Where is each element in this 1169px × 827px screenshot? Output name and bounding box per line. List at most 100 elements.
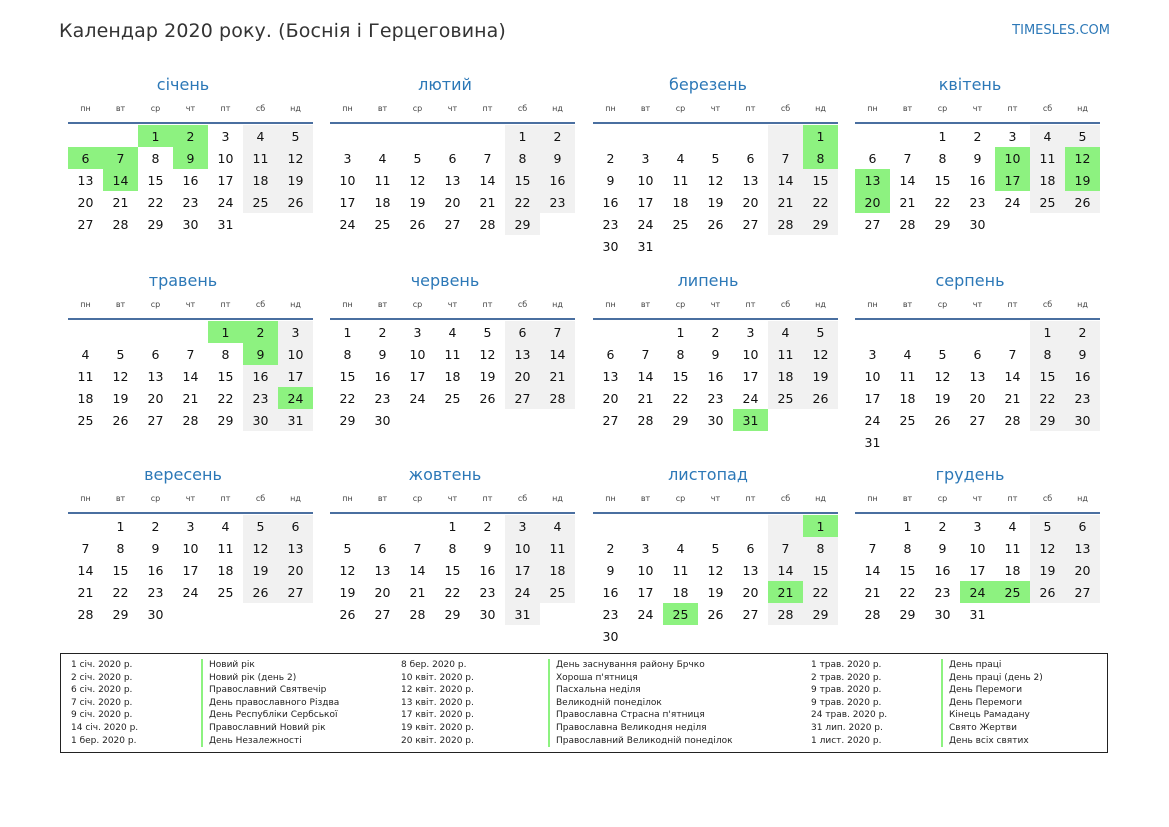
day-cell: 12	[243, 537, 278, 559]
day-cell: 31	[969, 606, 986, 622]
legend-date: 9 трав. 2020 р.	[811, 697, 882, 708]
day-cell: 11	[672, 562, 689, 578]
weekday-label: нд	[1077, 300, 1088, 309]
day-cell: 11	[243, 147, 278, 169]
empty-cell	[733, 515, 768, 537]
day-cell: 21	[637, 390, 654, 406]
weekday-label: ср	[937, 300, 948, 309]
day-cell: 27	[742, 216, 759, 232]
day-cell: 23	[147, 584, 164, 600]
day-cell: 9	[151, 540, 160, 556]
month-block: листопад пн вт ср чт пт сб нд 1 2 3 4 5 6 7 8 9 10 11 12 13 1…	[585, 464, 838, 647]
day-cell: 7	[903, 150, 912, 166]
empty-cell	[733, 125, 768, 147]
day-cell: 2	[1065, 321, 1100, 343]
day-cell: 31	[505, 603, 540, 625]
day-cell: 6	[378, 540, 387, 556]
empty-cell	[505, 409, 540, 431]
day-cell: 26	[1065, 191, 1100, 213]
day-cell: 7	[413, 540, 422, 556]
day-cell: 30	[602, 628, 619, 644]
month-name: квітень	[938, 75, 1002, 94]
day-cell: 3	[973, 518, 982, 534]
day-cell: 16	[602, 194, 619, 210]
day-cell: 11	[217, 540, 234, 556]
weekday-header: пн вт ср чт пт сб нд	[855, 493, 1093, 505]
empty-cell	[243, 603, 278, 625]
legend-date: 31 лип. 2020 р.	[811, 722, 883, 733]
day-cell: 29	[339, 412, 356, 428]
day-cell: 16	[243, 365, 278, 387]
day-cell: 14	[540, 343, 575, 365]
site-link[interactable]: TIMESLES.COM	[1012, 23, 1110, 38]
weekday-label: пн	[867, 494, 878, 503]
weekday-label: сб	[1042, 104, 1053, 113]
day-cell: 18	[672, 584, 689, 600]
day-cell: 4	[903, 346, 912, 362]
empty-cell	[628, 125, 663, 147]
empty-cell	[628, 515, 663, 537]
day-cell: 29	[505, 213, 540, 235]
month-block: вересень пн вт ср чт пт сб нд 1 2 3 4 5 6 7 8 9 10 11 12 13 1…	[60, 464, 313, 625]
day-cell: 18	[672, 194, 689, 210]
empty-cell	[768, 625, 803, 647]
day-cell: 7	[768, 537, 803, 559]
day-cell: 10	[637, 562, 654, 578]
day-cell: 12	[707, 562, 724, 578]
day-cell: 5	[278, 125, 313, 147]
day-cell: 28	[1004, 412, 1021, 428]
empty-cell	[698, 125, 733, 147]
day-cell: 16	[707, 368, 724, 384]
weekday-label: сб	[255, 300, 266, 309]
day-cell: 27	[77, 216, 94, 232]
empty-cell	[68, 321, 103, 343]
empty-cell	[68, 515, 103, 537]
day-cell: 14	[637, 368, 654, 384]
day-cell: 1	[1030, 321, 1065, 343]
weekday-label: пт	[745, 494, 756, 503]
legend-date: 10 квіт. 2020 р.	[401, 672, 474, 683]
empty-cell	[628, 625, 663, 647]
weekday-label: вт	[115, 104, 126, 113]
weekday-header: пн вт ср чт пт сб нд	[330, 299, 568, 311]
day-cell: 8	[903, 540, 912, 556]
legend-date: 1 лист. 2020 р.	[811, 735, 882, 746]
empty-cell	[470, 409, 505, 431]
day-cell: 1	[505, 125, 540, 147]
weekday-label: чт	[710, 300, 721, 309]
day-cell: 15	[1030, 365, 1065, 387]
day-cell: 15	[339, 368, 356, 384]
day-cell: 6	[606, 346, 615, 362]
day-cell: 25	[444, 390, 461, 406]
weekday-label: вт	[640, 300, 651, 309]
month-name: січень	[156, 75, 210, 94]
day-cell: 10	[637, 172, 654, 188]
legend-holiday-name: Новий рік	[201, 659, 339, 672]
day-cell: 2	[151, 518, 160, 534]
empty-cell	[855, 125, 890, 147]
day-cell: 24	[637, 606, 654, 622]
legend-holiday-name: Православний Святвечір	[201, 684, 339, 697]
month-divider	[68, 512, 313, 514]
weekday-label: ср	[412, 494, 423, 503]
day-cell: 17	[864, 390, 881, 406]
day-cell: 6	[68, 147, 103, 169]
empty-cell	[663, 515, 698, 537]
weekday-label: вт	[640, 494, 651, 503]
day-cell: 18	[768, 365, 803, 387]
day-cell: 26	[278, 191, 313, 213]
month-divider	[593, 512, 838, 514]
day-cell: 21	[768, 191, 803, 213]
day-cell: 2	[973, 128, 982, 144]
empty-cell	[400, 409, 435, 431]
day-cell: 30	[147, 606, 164, 622]
day-cell: 8	[448, 540, 457, 556]
day-cell: 23	[602, 606, 619, 622]
day-cell: 5	[1065, 125, 1100, 147]
empty-cell	[470, 125, 505, 147]
weekday-label: пт	[220, 300, 231, 309]
month-name: травень	[148, 271, 218, 290]
day-cell: 19	[479, 368, 496, 384]
weekday-label: пн	[342, 104, 353, 113]
day-cell: 11	[899, 368, 916, 384]
